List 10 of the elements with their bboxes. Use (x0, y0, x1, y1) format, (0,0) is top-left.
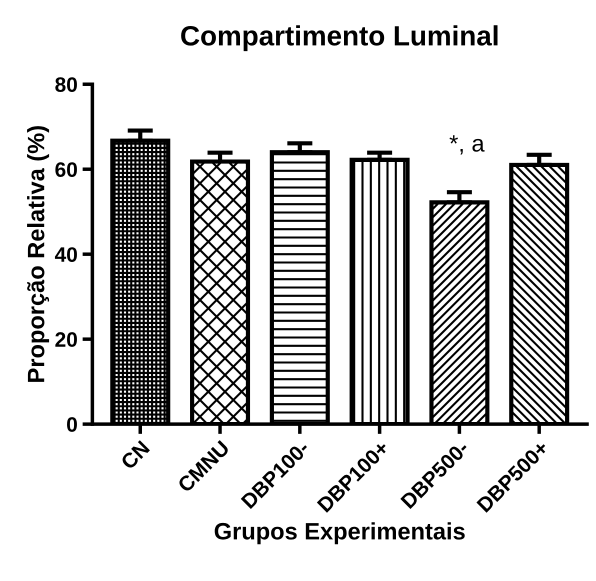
y-tick-label: 80 (55, 77, 77, 92)
y-tick-label: 40 (54, 247, 77, 262)
y-axis-title: Proporção Relativa (%) (27, 126, 50, 382)
x-axis-title: Grupos Experimentais (214, 522, 465, 544)
y-tick-label: 0 (67, 417, 77, 432)
y-tick-label: 60 (55, 162, 77, 177)
annotation: *, a (450, 135, 485, 155)
chart-title: Compartimento Luminal (181, 25, 498, 52)
y-tick-label: 20 (55, 332, 77, 347)
x-tick-label: CN (120, 440, 150, 470)
